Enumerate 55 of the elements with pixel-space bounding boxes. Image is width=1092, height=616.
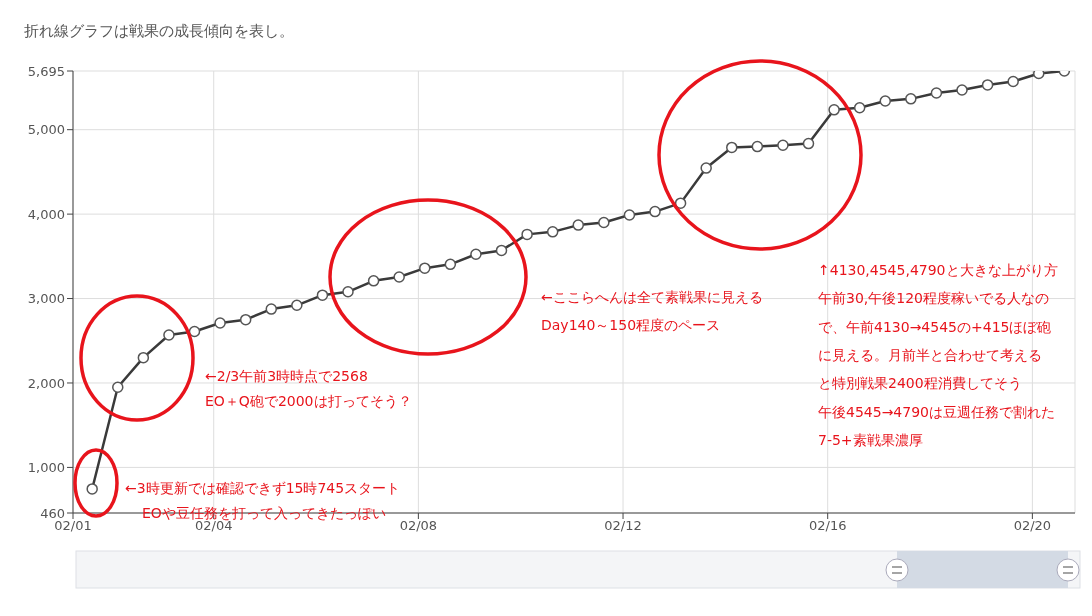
x-tick-label: 02/20 xyxy=(1013,518,1052,534)
y-tick-label: 5,000 xyxy=(27,122,65,138)
x-tick-label: 02/16 xyxy=(808,518,847,534)
point xyxy=(419,262,431,274)
point xyxy=(86,483,98,495)
point xyxy=(291,299,303,312)
point xyxy=(700,162,712,174)
annotation: ←2/3午前3時時点で2568 EO＋Q砲で2000は打ってそう？ xyxy=(205,367,412,411)
point xyxy=(828,104,840,116)
x-tick-label: 02/01 xyxy=(54,518,92,534)
y-tick-label: 4,000 xyxy=(27,206,65,222)
y-tick-label: 5,695 xyxy=(27,63,65,79)
point xyxy=(521,228,533,241)
y-tick-label: 3,000 xyxy=(27,291,65,307)
point xyxy=(751,140,764,153)
point xyxy=(802,137,815,150)
annotation: ←ここらへんは全て素戦果に見える Day140～150程度のペース xyxy=(541,288,763,335)
point xyxy=(163,329,175,341)
point xyxy=(137,351,150,364)
point xyxy=(495,244,508,257)
point xyxy=(930,87,943,99)
point xyxy=(444,258,457,271)
point xyxy=(853,101,866,114)
x-tick-label: 02/08 xyxy=(399,518,438,534)
y-tick-label: 460 xyxy=(40,505,65,521)
annotation: 午後4545→4790は豆週任務で割れた7-5+素戦果濃厚 xyxy=(818,402,1055,450)
y-tick-label: 1,000 xyxy=(27,460,65,476)
point xyxy=(598,216,610,229)
point xyxy=(112,381,124,393)
point xyxy=(367,275,380,287)
point xyxy=(1007,75,1019,88)
point xyxy=(214,317,226,329)
point xyxy=(572,219,585,231)
point xyxy=(879,95,892,107)
point xyxy=(265,303,278,315)
point xyxy=(956,84,968,96)
point xyxy=(649,205,661,218)
x-tick-label: 02/12 xyxy=(604,518,642,534)
point xyxy=(316,289,329,301)
point xyxy=(470,248,482,260)
chart-title: 折れ線グラフは戦果の成長傾向を表し。 xyxy=(24,22,294,41)
y-tick-label: 2,000 xyxy=(27,375,65,391)
point xyxy=(777,139,789,152)
point xyxy=(905,93,917,105)
point xyxy=(674,197,687,209)
point xyxy=(393,271,405,283)
point xyxy=(623,209,636,221)
point xyxy=(239,313,252,326)
point xyxy=(342,286,354,298)
point xyxy=(546,226,559,238)
annotation: ↑4130,4545,4790と大きな上がり方午前30,午後120程度稼いでる人なので、午前4130→4545の+415ほぼ砲に見える。月前半と合わせて考えると特別戦果2400程消費してそう xyxy=(818,261,1058,394)
point xyxy=(726,141,738,154)
point xyxy=(188,325,201,338)
point xyxy=(981,79,994,91)
point xyxy=(1033,71,1045,80)
